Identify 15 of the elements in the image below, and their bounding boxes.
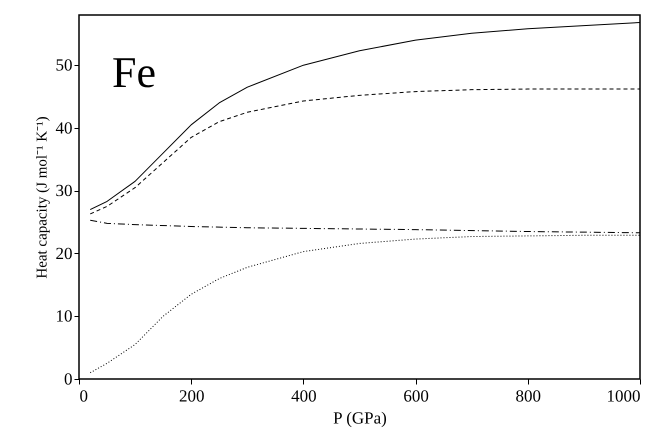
y-tick-label: 10 — [56, 306, 72, 326]
y-axis-title: Heat capacity (J mol⁻¹ K⁻¹) — [34, 116, 50, 279]
x-tick-label: 200 — [178, 386, 204, 406]
y-tick-label: 30 — [56, 181, 72, 200]
y-tick-label: 20 — [56, 244, 72, 263]
x-tick-label: 400 — [291, 386, 317, 406]
x-tick-label: 0 — [80, 386, 88, 406]
y-tick-label: 0 — [64, 370, 72, 388]
y-tick-label: 50 — [56, 56, 72, 75]
annotation: Fe — [112, 48, 156, 97]
x-tick-label: 1000 — [606, 386, 640, 406]
x-tick-label: 800 — [516, 386, 542, 406]
y-tick-label: 40 — [56, 118, 72, 138]
x-tick-label: 600 — [403, 386, 429, 406]
x-axis-title: P (GPa) — [333, 408, 387, 428]
